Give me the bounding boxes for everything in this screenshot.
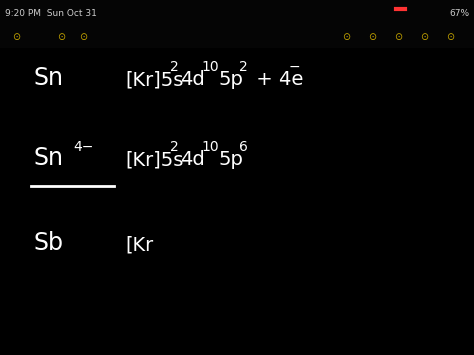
Text: 2: 2 bbox=[239, 60, 248, 74]
Text: ⊙: ⊙ bbox=[79, 32, 87, 42]
Text: −: − bbox=[289, 60, 301, 74]
Text: ⊙: ⊙ bbox=[368, 32, 376, 42]
Text: 5p: 5p bbox=[219, 70, 244, 89]
Text: 4d: 4d bbox=[180, 150, 205, 169]
Text: 67%: 67% bbox=[449, 9, 469, 18]
Text: 10: 10 bbox=[202, 140, 219, 154]
Text: 10: 10 bbox=[202, 60, 219, 74]
Text: 2: 2 bbox=[170, 140, 178, 154]
Text: ⊙: ⊙ bbox=[420, 32, 428, 42]
Text: 9:20 PM  Sun Oct 31: 9:20 PM Sun Oct 31 bbox=[5, 9, 97, 18]
Bar bbox=[0, 0, 474, 48]
Text: [Kr: [Kr bbox=[126, 235, 154, 254]
Text: 4d: 4d bbox=[180, 70, 205, 89]
Text: ⊙: ⊙ bbox=[394, 32, 402, 42]
Text: ⊙: ⊙ bbox=[12, 32, 21, 42]
Text: ⊙: ⊙ bbox=[57, 32, 66, 42]
Text: + 4e: + 4e bbox=[250, 70, 303, 89]
Text: 5p: 5p bbox=[219, 150, 244, 169]
Text: Sn: Sn bbox=[33, 66, 63, 90]
Text: 4−: 4− bbox=[73, 140, 94, 154]
Text: [Kr]5s: [Kr]5s bbox=[126, 70, 184, 89]
Text: [Kr]5s: [Kr]5s bbox=[126, 150, 184, 169]
Text: 2: 2 bbox=[170, 60, 178, 74]
Text: Sb: Sb bbox=[33, 231, 63, 255]
Text: ⊙: ⊙ bbox=[342, 32, 350, 42]
Text: ⊙: ⊙ bbox=[446, 32, 455, 42]
Text: Sn: Sn bbox=[33, 146, 63, 170]
Text: 6: 6 bbox=[239, 140, 248, 154]
